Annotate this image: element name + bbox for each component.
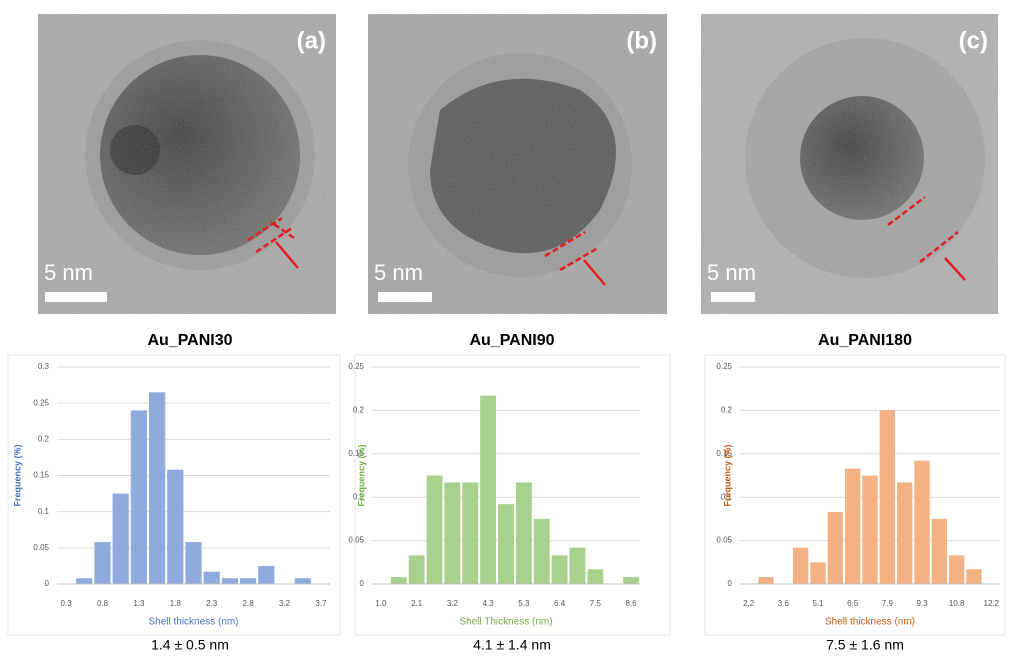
y-tick-label: 0.1 (38, 507, 50, 516)
chart-title: Au_PANI30 (147, 332, 232, 349)
x-tick-label: 1.3 (133, 599, 145, 608)
bar (914, 461, 929, 584)
x-tick-label: 6.4 (554, 599, 566, 608)
x-tick-label: 0.3 (61, 599, 73, 608)
x-tick-label: 2.3 (206, 599, 218, 608)
bar (113, 494, 129, 584)
x-tick-label: 5.3 (518, 599, 530, 608)
y-tick-label: 0.05 (716, 536, 732, 545)
y-axis-label: Frequency (%) (356, 444, 366, 506)
bar (240, 578, 256, 584)
x-tick-label: 0.8 (97, 599, 109, 608)
panel-label: (c) (959, 27, 988, 54)
bar (623, 577, 639, 584)
x-tick-label: 2.1 (411, 599, 423, 608)
y-axis-label: Frequency (%) (12, 444, 22, 506)
bar (462, 482, 478, 584)
chart-title: Au_PANI90 (469, 332, 554, 349)
bar (222, 578, 238, 584)
x-tick-label: 7.9 (882, 599, 894, 608)
x-axis-label: Shell thickness (nm) (148, 617, 238, 628)
bar (131, 410, 147, 584)
bar (758, 577, 773, 584)
bar (810, 562, 825, 584)
bar (862, 476, 877, 585)
x-tick-label: 6.5 (847, 599, 859, 608)
x-tick-label: 10.8 (949, 599, 965, 608)
bar (552, 555, 568, 584)
charts: 0 0.05 0.1 0.15 0.2 0.25 0.3 0.3 0.8 1.3 1.8 2.3 2.8… (8, 332, 1005, 652)
y-axis-label: Frequency (%) (722, 444, 732, 506)
x-tick-label: 2.8 (243, 599, 255, 608)
bar (427, 476, 443, 585)
x-tick-label: 2.2 (743, 599, 755, 608)
x-tick-label: 1.0 (375, 599, 387, 608)
y-tick-label: 0.3 (38, 362, 50, 371)
bar (185, 542, 201, 584)
bar (76, 578, 92, 584)
bar (570, 548, 586, 584)
page: (a) 5 nm (b) 5 nm (c) 5 nm 0 0.05 0.1 0.15 0.2 0.2… (0, 0, 1009, 658)
y-tick-label: 0.05 (33, 543, 49, 552)
x-tick-label: 4.3 (483, 599, 495, 608)
chart-panel (355, 355, 670, 635)
bar (94, 542, 110, 584)
bar (516, 482, 532, 584)
bar (845, 469, 860, 584)
y-tick-label: 0.15 (33, 471, 49, 480)
caption: 1.4 ± 0.5 nm (151, 637, 229, 653)
x-tick-label: 3.2 (447, 599, 459, 608)
bar (587, 569, 603, 584)
x-tick-label: 5.1 (812, 599, 824, 608)
y-tick-label: 0.2 (721, 406, 733, 415)
x-tick-label: 9.3 (916, 599, 928, 608)
y-tick-label: 0.25 (716, 362, 732, 371)
bar (897, 482, 912, 584)
bar (966, 569, 981, 584)
panel-label: (b) (626, 27, 657, 54)
bar (949, 555, 964, 584)
caption: 4.1 ± 1.4 nm (473, 637, 551, 653)
bar (258, 566, 274, 584)
bar (534, 519, 550, 584)
x-tick-label: 8.6 (626, 599, 638, 608)
y-tick-label: 0.2 (353, 406, 365, 415)
y-tick-label: 0 (45, 579, 50, 588)
bar (932, 519, 947, 584)
x-tick-label: 3.7 (315, 599, 327, 608)
caption: 7.5 ± 1.6 nm (826, 637, 904, 653)
y-tick-label: 0 (728, 579, 733, 588)
bar (793, 548, 808, 584)
figure: (a) 5 nm (b) 5 nm (c) 5 nm 0 0.05 0.1 0.15 0.2 0.2… (0, 0, 1009, 658)
chart-title: Au_PANI180 (818, 332, 912, 349)
bar (880, 410, 895, 584)
y-tick-label: 0 (360, 579, 365, 588)
scale-label: 5 nm (44, 260, 93, 285)
bar (498, 504, 514, 584)
x-tick-label: 12.2 (984, 599, 1000, 608)
bar (444, 482, 460, 584)
bar (204, 572, 220, 584)
y-tick-label: 0.05 (348, 536, 364, 545)
panel-label: (a) (297, 27, 326, 54)
bar (828, 512, 843, 584)
x-axis-label: Shell thickness (nm) (825, 617, 915, 628)
x-axis-label: Shell Thickness (nm) (459, 617, 552, 628)
y-tick-label: 0.25 (348, 362, 364, 371)
x-tick-label: 7.5 (590, 599, 602, 608)
bar (167, 470, 183, 584)
bar (149, 392, 165, 584)
bar (391, 577, 407, 584)
bar (295, 578, 311, 584)
scale-label: 5 nm (374, 260, 423, 285)
bar (409, 555, 425, 584)
y-tick-label: 0.25 (33, 398, 49, 407)
x-tick-label: 3.6 (778, 599, 790, 608)
scale-label: 5 nm (707, 260, 756, 285)
x-tick-label: 3.2 (279, 599, 291, 608)
y-tick-label: 0.2 (38, 434, 50, 443)
x-tick-label: 1.8 (170, 599, 182, 608)
bar (480, 396, 496, 584)
tem-images: (a) 5 nm (b) 5 nm (c) 5 nm (38, 14, 998, 314)
